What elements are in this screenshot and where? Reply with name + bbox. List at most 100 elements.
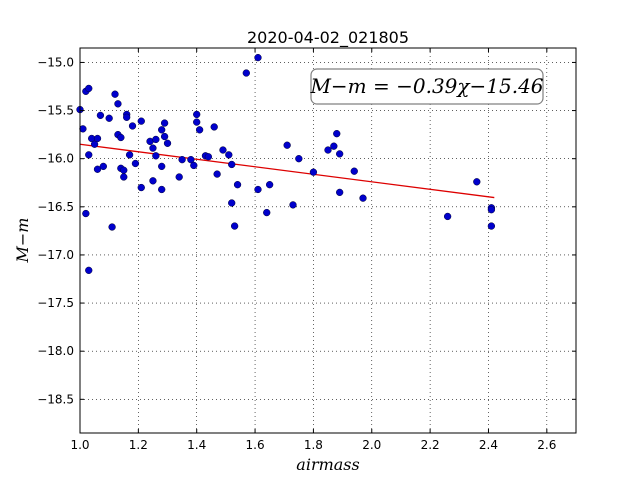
data-points xyxy=(76,53,496,274)
data-point xyxy=(336,188,344,197)
x-tick-label: 1.0 xyxy=(70,438,89,452)
data-point xyxy=(108,223,116,231)
data-point xyxy=(117,133,125,142)
data-point xyxy=(131,159,140,168)
data-point xyxy=(123,113,131,121)
data-point xyxy=(193,110,201,119)
data-point xyxy=(152,152,160,160)
data-point xyxy=(263,208,271,217)
y-tick-label: −16.0 xyxy=(37,152,74,166)
data-point xyxy=(225,151,233,159)
data-point xyxy=(79,125,87,133)
x-axis-label: airmass xyxy=(296,455,359,474)
data-point xyxy=(350,167,358,175)
data-point xyxy=(324,146,332,154)
data-point xyxy=(82,209,90,218)
data-point xyxy=(336,150,344,158)
data-point xyxy=(283,141,291,149)
data-point xyxy=(125,151,134,159)
grid xyxy=(80,48,576,433)
data-point xyxy=(309,168,318,176)
data-point xyxy=(230,222,239,230)
data-point xyxy=(190,161,198,170)
data-point xyxy=(158,126,166,134)
x-tick-label: 2.6 xyxy=(537,438,556,452)
fit-line-layer xyxy=(79,143,495,199)
data-point xyxy=(254,185,262,194)
data-point xyxy=(359,194,367,202)
data-point xyxy=(289,201,297,209)
data-point xyxy=(160,132,169,141)
data-point xyxy=(105,114,113,122)
annotation-box xyxy=(310,68,544,105)
annotation-text: M−m = −0.39χ−15.46 xyxy=(309,74,543,98)
y-tick-labels: −15.0 −15.5 −16.0 −16.5 −17.0 −17.5 −18.0 −18.5 xyxy=(37,55,74,406)
data-point xyxy=(213,170,221,178)
x-tick-label: 1.4 xyxy=(187,438,206,452)
data-point xyxy=(204,153,213,161)
data-point xyxy=(120,173,128,181)
x-tick-label: 1.6 xyxy=(246,438,265,452)
data-point xyxy=(233,181,242,189)
data-point xyxy=(90,140,99,148)
data-point xyxy=(128,122,137,130)
fit-annotation: M−m = −0.39χ−15.46 xyxy=(309,68,544,105)
y-axis-label: M−m xyxy=(13,218,32,264)
data-point xyxy=(120,166,128,174)
data-point xyxy=(96,111,105,120)
data-point xyxy=(219,146,227,154)
data-point xyxy=(137,183,145,192)
x-tick-label: 2.2 xyxy=(421,438,440,452)
chart-title: 2020-04-02_021805 xyxy=(247,28,409,48)
data-point xyxy=(195,126,204,134)
data-point xyxy=(193,118,201,126)
data-point xyxy=(85,266,93,274)
data-point xyxy=(85,151,93,159)
data-point xyxy=(160,119,169,127)
data-point xyxy=(149,144,157,152)
data-point xyxy=(163,139,172,147)
data-point xyxy=(149,177,157,185)
data-point xyxy=(158,185,166,194)
data-point xyxy=(178,156,186,164)
plot-area xyxy=(80,48,576,433)
data-point xyxy=(228,160,236,169)
y-tick-label: −16.5 xyxy=(37,200,74,214)
data-point xyxy=(93,134,102,143)
data-point xyxy=(228,199,236,207)
data-point xyxy=(265,181,274,189)
y-tick-label: −15.0 xyxy=(37,55,74,69)
data-point xyxy=(93,165,102,173)
data-point xyxy=(487,206,496,214)
y-tick-label: −18.0 xyxy=(37,344,74,358)
data-point xyxy=(295,155,303,163)
x-tick-label: 2.0 xyxy=(362,438,381,452)
data-point xyxy=(187,156,195,164)
x-tick-labels: 1.0 1.2 1.4 1.6 1.8 2.0 2.2 2.4 2.6 xyxy=(70,438,556,452)
data-point xyxy=(254,53,262,62)
fit-line xyxy=(79,143,495,199)
x-tick-label: 2.4 xyxy=(479,438,498,452)
data-point xyxy=(242,69,250,77)
data-point xyxy=(137,117,145,125)
data-point xyxy=(443,212,452,221)
y-tick-label: −17.5 xyxy=(37,296,74,310)
data-point xyxy=(85,84,93,93)
data-point xyxy=(99,162,107,171)
data-point xyxy=(330,142,338,150)
data-point xyxy=(158,162,166,171)
data-point xyxy=(487,222,496,230)
data-point xyxy=(473,178,481,186)
data-point xyxy=(333,130,341,138)
x-tick-label: 1.8 xyxy=(304,438,323,452)
data-point xyxy=(175,173,183,181)
y-tick-label: −17.0 xyxy=(37,248,74,262)
data-point xyxy=(210,123,218,131)
x-tick-label: 1.2 xyxy=(129,438,148,452)
data-point xyxy=(152,135,160,144)
data-point xyxy=(111,90,119,98)
y-tick-label: −18.5 xyxy=(37,392,74,406)
data-point xyxy=(114,100,122,108)
